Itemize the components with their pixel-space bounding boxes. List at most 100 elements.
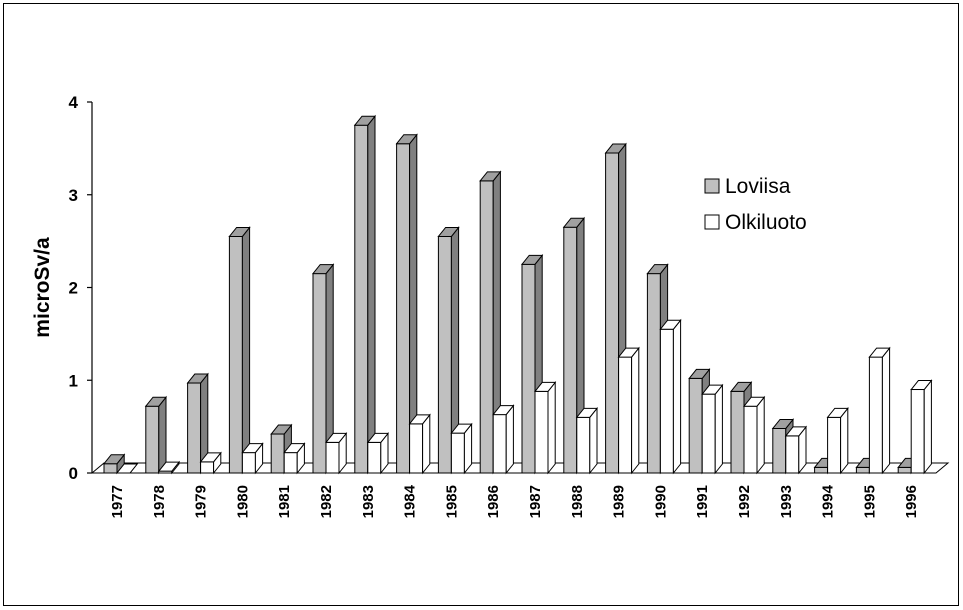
olkiluoto-bar-1978	[157, 460, 181, 475]
x-tick-label: 1986	[485, 485, 502, 518]
x-tick-label: 1996	[903, 485, 920, 518]
olkiluoto-bar-1987-top	[533, 381, 557, 392]
olkiluoto-bar-1994-front	[827, 416, 842, 474]
loviisa-bar-1980-top	[228, 226, 251, 237]
legend-label-loviisa: Loviisa	[725, 175, 791, 198]
loviisa-bar-1986-front	[479, 180, 494, 474]
olkiluoto-bar-1994-side	[840, 406, 849, 475]
olkiluoto-bar-1996-side	[923, 379, 932, 475]
x-tick-label: 1985	[443, 485, 460, 518]
loviisa-bar-1982	[311, 263, 335, 475]
x-tick-label: 1989	[611, 485, 628, 518]
olkiluoto-bar-1988	[575, 406, 599, 475]
olkiluoto-bar-1990-top	[659, 319, 682, 330]
x-tick-label: 1987	[527, 485, 544, 518]
olkiluoto-bar-1987-side	[547, 380, 556, 475]
olkiluoto-bar-1992	[742, 395, 766, 475]
olkiluoto-bar-1979-front	[200, 461, 215, 474]
loviisa-bar-1983-front	[354, 124, 369, 474]
loviisa-bar-1988	[562, 216, 586, 475]
x-tick-label: 1982	[318, 485, 335, 518]
olkiluoto-bar-1984-side	[422, 413, 431, 475]
x-tick-label: 1983	[360, 485, 377, 518]
olkiluoto-bar-1985-front	[450, 432, 465, 474]
loviisa-bar-1978-top	[144, 396, 168, 407]
y-tick-label: 0	[69, 464, 78, 483]
olkiluoto-bar-1986-front	[492, 414, 507, 474]
olkiluoto-bar-1983-front	[367, 441, 382, 474]
x-tick-label: 1978	[151, 485, 168, 518]
olkiluoto-bar-1987-front	[534, 390, 549, 474]
loviisa-bar-1985-top	[437, 226, 460, 237]
loviisa-bar-1994-front	[814, 466, 829, 474]
loviisa-bar-1995-front	[855, 466, 870, 474]
olkiluoto-bar-1989-front	[618, 356, 633, 474]
olkiluoto-bar-1993	[784, 425, 808, 475]
olkiluoto-bar-1990-side	[672, 318, 682, 475]
loviisa-bar-1981-front	[270, 433, 285, 474]
olkiluoto-bar-1991-top	[701, 384, 724, 395]
olkiluoto-bar-1994-top	[826, 407, 849, 418]
olkiluoto-bar-1980-front	[241, 452, 256, 474]
olkiluoto-bar-1983-top	[366, 432, 390, 443]
loviisa-bar-1990-front	[646, 273, 661, 474]
olkiluoto-bar-1984	[408, 413, 431, 475]
y-axis-title: microSv/a	[31, 237, 54, 338]
olkiluoto-bar-1995-top	[868, 347, 891, 358]
olkiluoto-bar-1992-side	[756, 395, 765, 475]
olkiluoto-bar-1995-front	[868, 356, 883, 474]
loviisa-bar-1984	[395, 133, 418, 475]
loviisa-bar-1988-top	[562, 217, 586, 228]
olkiluoto-bar-1980-top	[241, 443, 264, 454]
loviisa-bar-1978-front	[145, 405, 160, 474]
olkiluoto-bar-1991-side	[714, 383, 723, 475]
olkiluoto-bar-1992-top	[742, 396, 766, 407]
loviisa-bar-1993-front	[772, 427, 787, 474]
olkiluoto-bar-1989-side	[631, 346, 640, 475]
olkiluoto-bar-1996-top	[910, 380, 933, 391]
olkiluoto-bar-1995-side	[881, 346, 891, 475]
x-tick-label: 1977	[109, 485, 126, 518]
olkiluoto-bar-1981	[283, 442, 306, 475]
olkiluoto-bar-1986-side	[505, 404, 514, 475]
olkiluoto-bar-1993-top	[784, 426, 808, 437]
y-tick-label: 1	[69, 371, 78, 390]
loviisa-bar-1992-top	[729, 381, 753, 392]
olkiluoto-bar-1992-front	[743, 405, 758, 474]
x-tick-label: 1991	[694, 485, 711, 518]
olkiluoto-bar-1983	[366, 431, 390, 475]
loviisa-bar-1996-front	[897, 466, 912, 474]
chart-labels: microSv/a 1977 1978 1979 1980 1981 1982 1983 198…	[31, 237, 920, 518]
x-tick-label: 1990	[652, 485, 669, 518]
loviisa-bar-1982-top	[311, 264, 335, 275]
x-tick-label: 1979	[193, 485, 210, 518]
y-tick-label: 4	[69, 93, 79, 112]
x-tick-label: 1981	[276, 485, 293, 518]
olkiluoto-bar-1986	[492, 404, 515, 475]
x-tick-label: 1995	[861, 485, 878, 518]
loviisa-bar-1983	[353, 114, 377, 475]
loviisa-bar-1980-front	[228, 235, 243, 474]
loviisa-bar-1984-front	[396, 143, 411, 474]
loviisa-bar-1984-top	[395, 134, 418, 145]
loviisa-bar-1987-top	[520, 254, 544, 265]
loviisa-bar-1985	[437, 226, 460, 475]
x-tick-label: 1993	[778, 485, 795, 518]
olkiluoto-bar-1987	[533, 380, 557, 475]
olkiluoto-bar-1977-top	[115, 463, 139, 474]
olkiluoto-bar-1986-top	[492, 405, 515, 416]
olkiluoto-bar-1977	[115, 463, 139, 474]
loviisa-bar-1988-front	[563, 226, 578, 474]
loviisa-bar-1991-front	[688, 377, 703, 474]
loviisa-bar-1992-front	[730, 390, 745, 474]
olkiluoto-bar-1988-side	[589, 406, 598, 475]
loviisa-bar-1987-front	[521, 263, 536, 474]
loviisa-bar-1979	[186, 372, 209, 475]
loviisa-bar-1993-top	[771, 418, 795, 429]
loviisa-bar-1989-front	[605, 152, 620, 474]
olkiluoto-bar-1984-front	[409, 423, 424, 474]
olkiluoto-bar-1982	[324, 431, 348, 475]
x-tick-label: 1984	[402, 484, 419, 518]
loviisa-bar-1982-front	[312, 273, 327, 474]
